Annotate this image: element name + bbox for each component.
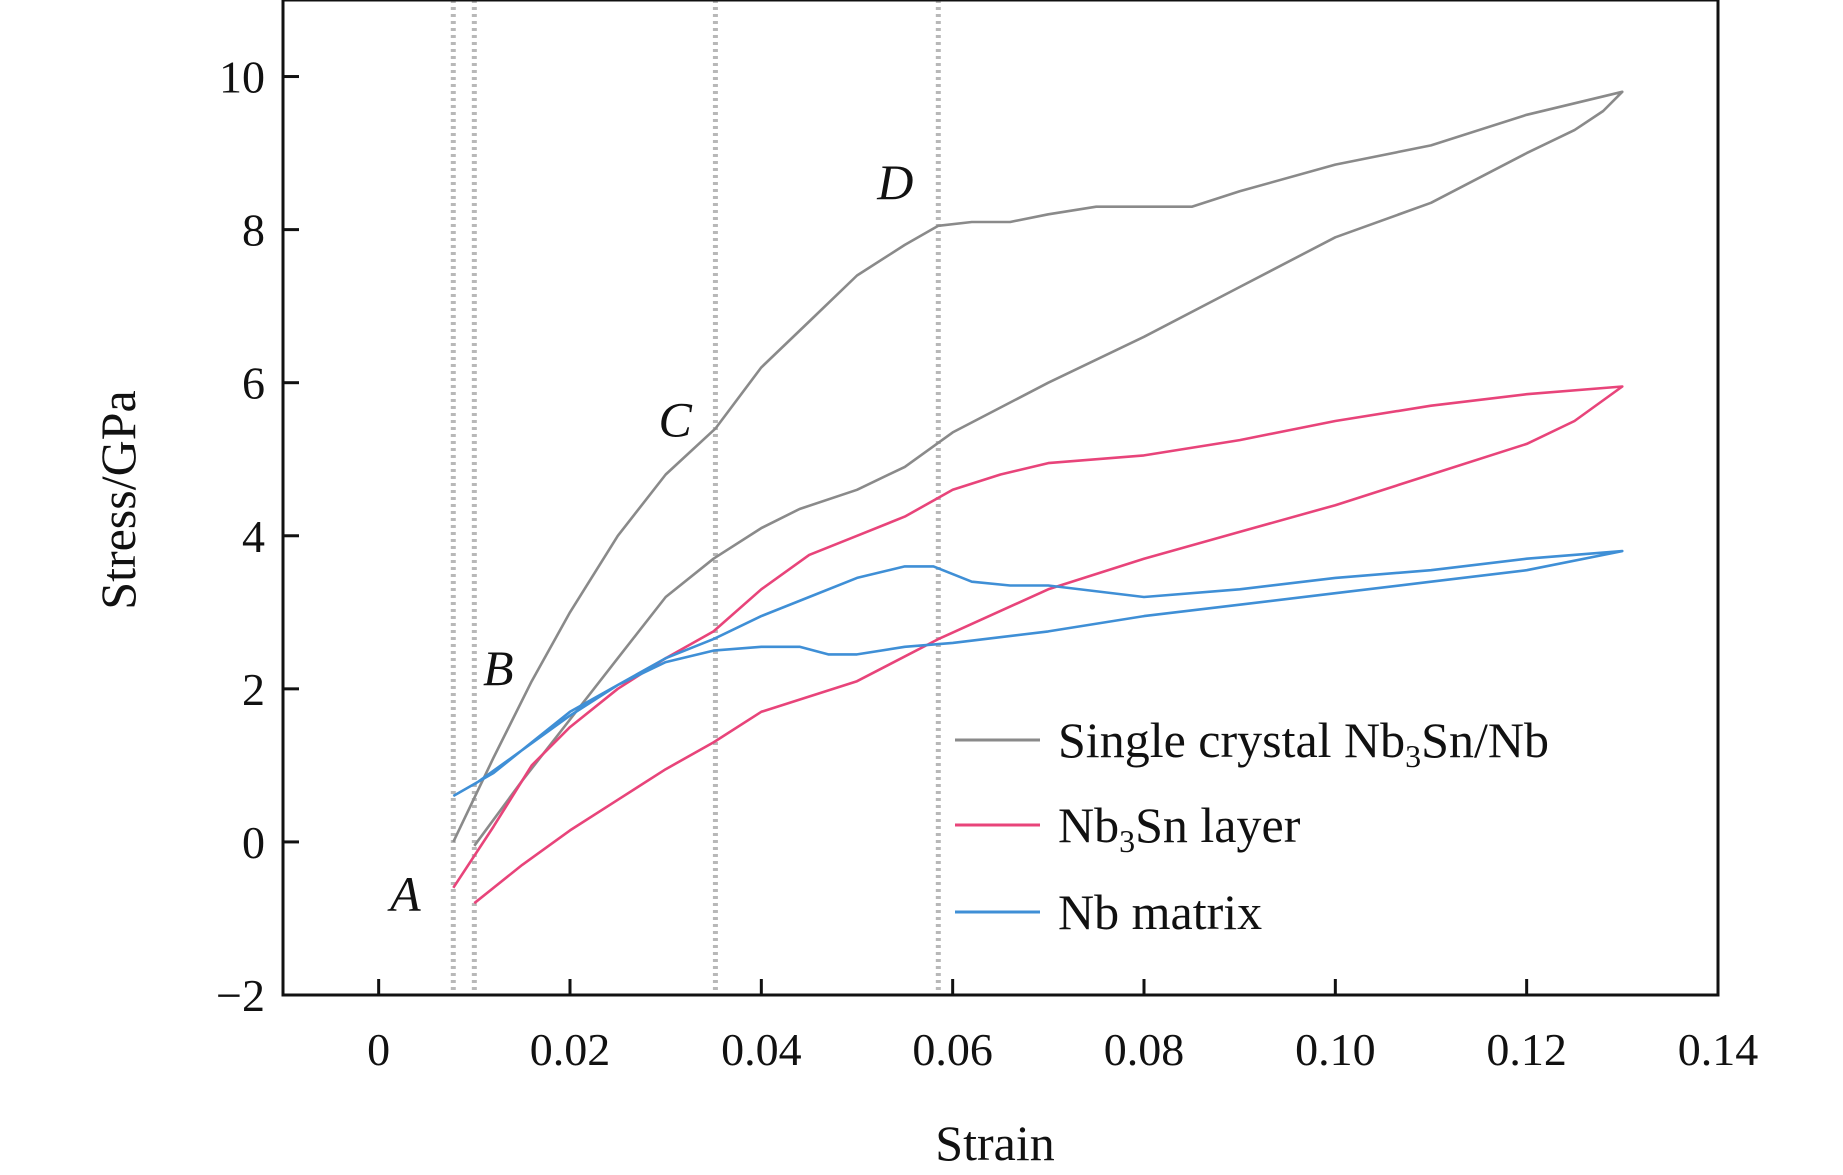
x-axis-title: Strain: [935, 1115, 1054, 1171]
x-axis: 0 0.02 0.04 0.06 0.08 0.10 0.12 0.14: [367, 979, 1758, 1075]
y-axis: −2 0 2 4 6 8 10: [216, 52, 299, 1021]
y-tick-label: 10: [219, 52, 265, 103]
y-axis-title: Stress/GPa: [90, 390, 146, 609]
x-tick-label: 0.06: [912, 1024, 993, 1075]
y-tick-label: 4: [242, 511, 265, 562]
legend: Single crystal Nb3Sn/Nb Nb3Sn layer Nb mat…: [955, 712, 1549, 940]
point-label-b: B: [483, 640, 514, 696]
reference-lines: [450, 0, 941, 995]
y-tick-label: 6: [242, 358, 265, 409]
x-tick-label: 0.08: [1104, 1024, 1185, 1075]
legend-label-3: Nb matrix: [1058, 884, 1262, 940]
y-tick-label: 2: [242, 664, 265, 715]
x-tick-label: 0.12: [1486, 1024, 1567, 1075]
y-tick-label: 0: [242, 817, 265, 868]
plot-frame: [281, 0, 1720, 997]
point-label-c: C: [659, 391, 693, 447]
x-tick-label: 0.14: [1678, 1024, 1759, 1075]
series-line-3: [452, 549, 1624, 798]
x-tick-label: 0.02: [530, 1024, 611, 1075]
x-tick-label: 0.10: [1295, 1024, 1376, 1075]
x-tick-label: 0.04: [721, 1024, 802, 1075]
legend-label-1: Single crystal Nb3Sn/Nb: [1058, 712, 1549, 774]
legend-label-2: Nb3Sn layer: [1058, 797, 1301, 859]
point-labels: A B C D: [387, 154, 913, 922]
x-tick-label: 0: [367, 1024, 390, 1075]
y-tick-label: −2: [216, 970, 265, 1021]
series-layer: [452, 90, 1624, 905]
series-line-2: [452, 385, 1624, 905]
y-tick-label: 8: [242, 205, 265, 256]
point-label-d: D: [876, 154, 913, 210]
point-label-a: A: [387, 866, 421, 922]
series-line-1: [452, 90, 1624, 847]
